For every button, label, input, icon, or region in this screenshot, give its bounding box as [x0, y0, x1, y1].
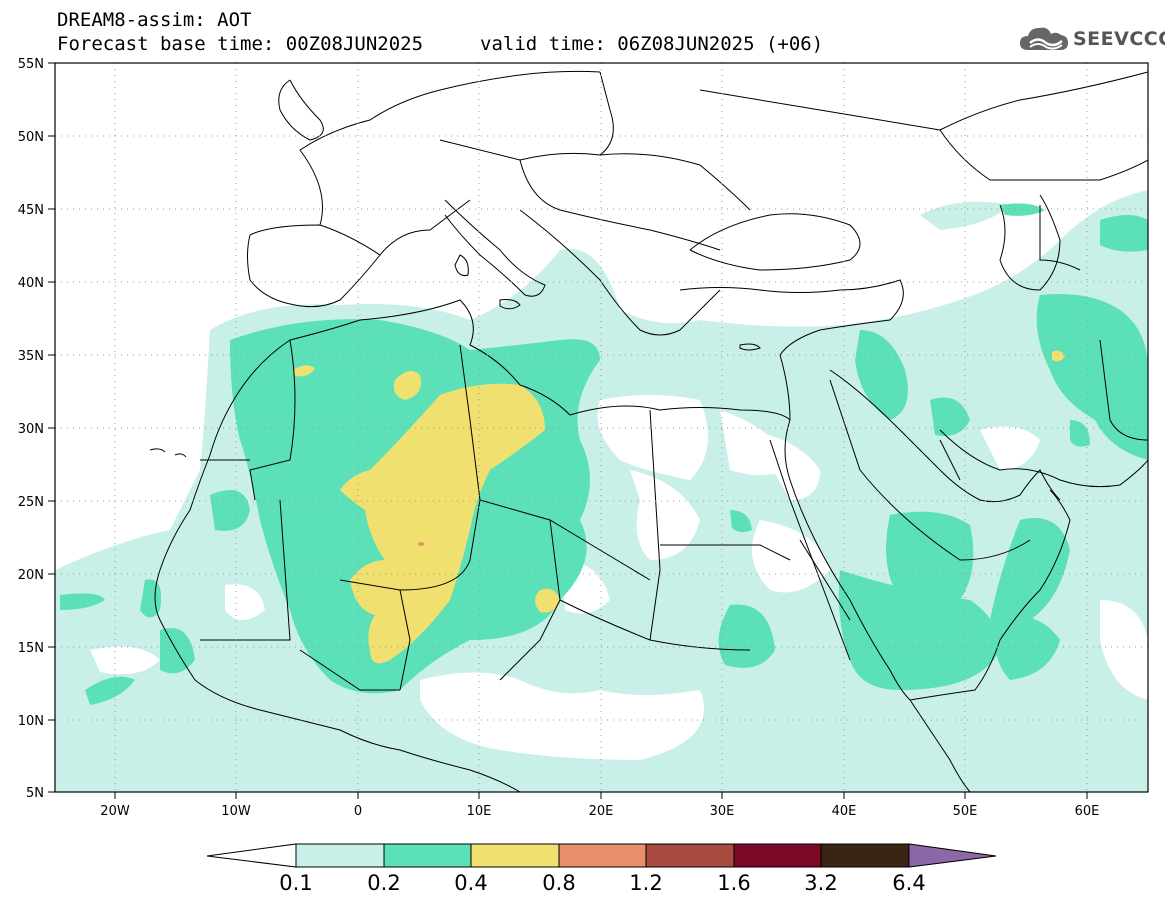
forecast-base-time: Forecast base time: 00Z08JUN2025	[57, 33, 424, 55]
logo-text: SEEVCCC	[1073, 28, 1165, 50]
cloud-icon	[1020, 27, 1068, 50]
colorbar-labels: 0.1 0.2 0.4 0.8 1.2 1.6 3.2 6.4	[279, 871, 925, 895]
colorbar-label: 0.1	[279, 871, 312, 895]
colorbar-label: 0.8	[542, 871, 575, 895]
lon-label: 40E	[832, 804, 857, 819]
lat-label: 30N	[18, 422, 44, 437]
map-title: DREAM8-assim: AOT	[57, 9, 252, 31]
lat-label: 45N	[18, 203, 44, 218]
lon-label: 60E	[1075, 804, 1100, 819]
seevccc-logo: SEEVCCC	[1018, 24, 1165, 54]
lat-label: 35N	[18, 349, 44, 364]
latitude-labels: 55N 50N 45N 40N 35N 30N 25N 20N 15N 10N …	[18, 57, 44, 801]
lon-label: 20E	[589, 804, 614, 819]
colorbar-under-arrow	[206, 843, 297, 868]
valid-time: valid time: 06Z08JUN2025 (+06)	[480, 33, 824, 55]
lat-label: 25N	[18, 495, 44, 510]
lat-label: 20N	[18, 568, 44, 583]
colorbar	[206, 843, 997, 868]
lat-label: 55N	[18, 57, 44, 72]
aot-field	[55, 190, 1148, 792]
colorbar-bin	[733, 843, 822, 868]
aot-below-0.1	[90, 395, 1148, 760]
colorbar-label: 1.6	[717, 871, 750, 895]
lon-label: 20W	[100, 804, 130, 819]
colorbar-bin	[295, 843, 385, 868]
lat-label: 5N	[26, 786, 44, 801]
colorbar-label: 6.4	[892, 871, 925, 895]
lon-label: 30E	[710, 804, 735, 819]
colorbar-bin	[820, 843, 910, 868]
lon-label: 10E	[467, 804, 492, 819]
aot-level-0.8	[418, 542, 424, 546]
lat-label: 10N	[18, 714, 44, 729]
coastlines-borders	[149, 70, 1148, 792]
colorbar-bin	[645, 843, 735, 868]
axis-ticks	[48, 62, 1088, 799]
colorbar-bin	[470, 843, 560, 868]
lat-label: 15N	[18, 641, 44, 656]
colorbar-label: 1.2	[629, 871, 662, 895]
lat-label: 40N	[18, 276, 44, 291]
colorbar-label: 0.4	[454, 871, 487, 895]
colorbar-over-arrow	[908, 843, 997, 868]
lon-label: 10W	[221, 804, 251, 819]
aot-level-0.4	[293, 350, 1065, 664]
gridlines	[55, 63, 1148, 792]
colorbar-bin	[558, 843, 647, 868]
lon-label: 0	[354, 804, 362, 819]
lat-label: 50N	[18, 130, 44, 145]
colorbar-label: 0.2	[367, 871, 400, 895]
longitude-labels: 20W 10W 0 10E 20E 30E 40E 50E 60E	[100, 804, 1099, 819]
colorbar-bin	[383, 843, 472, 868]
lon-label: 50E	[953, 804, 978, 819]
colorbar-label: 3.2	[804, 871, 837, 895]
